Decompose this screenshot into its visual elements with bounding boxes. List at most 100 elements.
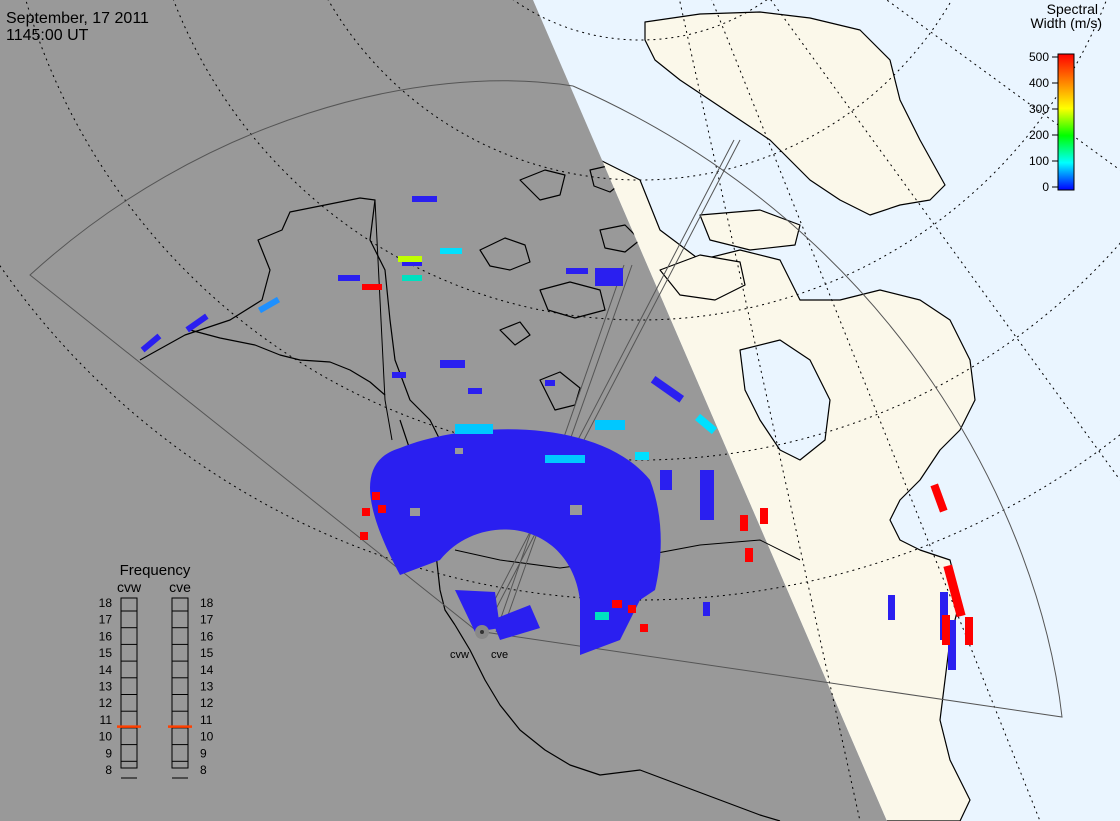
frequency-tick-label: 9 xyxy=(200,746,207,760)
echo-patch xyxy=(257,296,281,314)
echo-patch xyxy=(402,275,422,281)
echo-patch xyxy=(703,602,710,616)
hudson-bay-water xyxy=(739,339,831,461)
echo-patch xyxy=(640,624,648,632)
frequency-tick-label: 12 xyxy=(99,696,113,710)
echo-patch xyxy=(650,375,685,403)
echo-patch xyxy=(628,605,636,613)
echo-gap xyxy=(455,448,463,454)
echo-patch xyxy=(362,508,370,516)
legend-tick-label: 400 xyxy=(1029,76,1049,90)
cve-site-label: cve xyxy=(491,649,508,661)
frequency-tick-label: 15 xyxy=(99,646,113,660)
echo-patch xyxy=(660,470,672,490)
pacific-coast xyxy=(454,624,781,821)
echo-patch xyxy=(468,388,482,394)
alaska-canada-border xyxy=(374,199,393,441)
frequency-tick-label: 10 xyxy=(99,730,113,744)
frequency-tick-label: 8 xyxy=(200,763,207,777)
echo-patch xyxy=(545,380,555,386)
frequency-tick-label: 14 xyxy=(99,663,113,677)
meridian-2 xyxy=(770,0,1120,481)
echo-patch xyxy=(595,612,609,620)
echo-gap xyxy=(570,505,582,515)
frequency-title: Frequency xyxy=(120,562,191,579)
echo-patch xyxy=(612,600,622,608)
fov-outlines xyxy=(29,80,1063,718)
legend-tick-label: 500 xyxy=(1029,50,1049,64)
frequency-tick-label: 9 xyxy=(105,746,112,760)
echo-patch xyxy=(185,313,209,333)
alaska-south-coast xyxy=(189,329,386,396)
radar-site-dot xyxy=(480,630,484,634)
echo-patch xyxy=(595,268,623,286)
echo-patch xyxy=(948,620,956,670)
arctic-island-1 xyxy=(659,254,746,301)
frequency-tick-label: 15 xyxy=(200,646,214,660)
frequency-cve-bar xyxy=(171,597,189,769)
echo-patch xyxy=(440,248,462,254)
arctic-archipelago-6 xyxy=(599,224,641,253)
echo-patch xyxy=(635,452,649,460)
echo-patch xyxy=(140,333,162,353)
echo-patch xyxy=(402,262,422,266)
cvw-site-label: cvw xyxy=(450,649,469,661)
spectral-width-legend: Spectral Width (m/s) 500 400 300 200 100 0 xyxy=(1029,1,1102,194)
frequency-tick-label: 18 xyxy=(200,596,214,610)
cve-fov xyxy=(483,85,1063,718)
legend-tick-label: 300 xyxy=(1029,102,1049,116)
echo-patch xyxy=(888,595,895,620)
frequency-cvw-label: cvw xyxy=(117,579,142,595)
legend-title-line2: Width (m/s) xyxy=(1030,15,1102,31)
arctic-island-2 xyxy=(699,209,801,251)
echo-main-annulus xyxy=(370,429,661,655)
echo-patch xyxy=(455,424,493,434)
time-label: 1145:00 UT xyxy=(6,27,89,44)
date-label: September, 17 2011 xyxy=(6,10,149,27)
echo-patch xyxy=(412,196,437,202)
echo-patch xyxy=(398,256,422,262)
echo-patch xyxy=(566,268,588,274)
frequency-tick-label: 12 xyxy=(200,696,214,710)
echo-patch xyxy=(942,615,950,645)
echo-gap xyxy=(410,508,420,516)
frequency-tick-label: 10 xyxy=(200,730,214,744)
legend-title-line1: Spectral xyxy=(1047,1,1098,17)
frequency-tick-label: 8 xyxy=(105,763,112,777)
echo-patch xyxy=(595,420,625,430)
radar-sites: cvw cve xyxy=(450,625,508,661)
latitude-circle-2 xyxy=(327,0,953,181)
greenland-land xyxy=(644,11,946,216)
frequency-tick-label: 16 xyxy=(99,629,113,643)
frequency-tick-label: 13 xyxy=(99,680,113,694)
echo-near-range-west xyxy=(455,590,500,632)
echo-patch xyxy=(362,284,382,290)
frequency-tick-label: 17 xyxy=(200,613,214,627)
arctic-archipelago-2 xyxy=(519,169,566,201)
echo-near-range-east xyxy=(492,605,540,640)
frequency-cve-label: cve xyxy=(169,579,191,595)
echo-patch xyxy=(695,413,717,435)
frequency-tick-label: 18 xyxy=(99,596,113,610)
frequency-tick-label: 11 xyxy=(100,713,113,727)
frequency-ticks: 18 18 17 17 16 16 15 15 14 14 13 13 12 12 11 11 10 10 9 9 8 8 xyxy=(99,596,214,779)
frequency-panel: Frequency cvw cve 18 18 17 17 16 16 15 15 14 14 13… xyxy=(99,562,214,779)
echo-patch xyxy=(392,372,406,378)
echo-patch xyxy=(372,492,380,500)
echo-patch xyxy=(545,455,585,463)
hudson-west-coast xyxy=(539,371,581,411)
frequency-tick-label: 17 xyxy=(99,613,113,627)
cvw-beam-highlight-2 xyxy=(483,139,741,633)
arctic-archipelago-4 xyxy=(539,281,606,319)
frequency-tick-label: 13 xyxy=(200,680,214,694)
echo-patch xyxy=(700,470,714,520)
echo-patch xyxy=(338,275,360,281)
echo-patch xyxy=(930,483,948,513)
echo-patch xyxy=(965,617,973,645)
radar-echoes xyxy=(140,196,973,670)
cvw-fov xyxy=(29,80,574,633)
echo-patch xyxy=(360,532,368,540)
frequency-tick-label: 11 xyxy=(200,713,213,727)
echo-patch xyxy=(740,515,748,531)
